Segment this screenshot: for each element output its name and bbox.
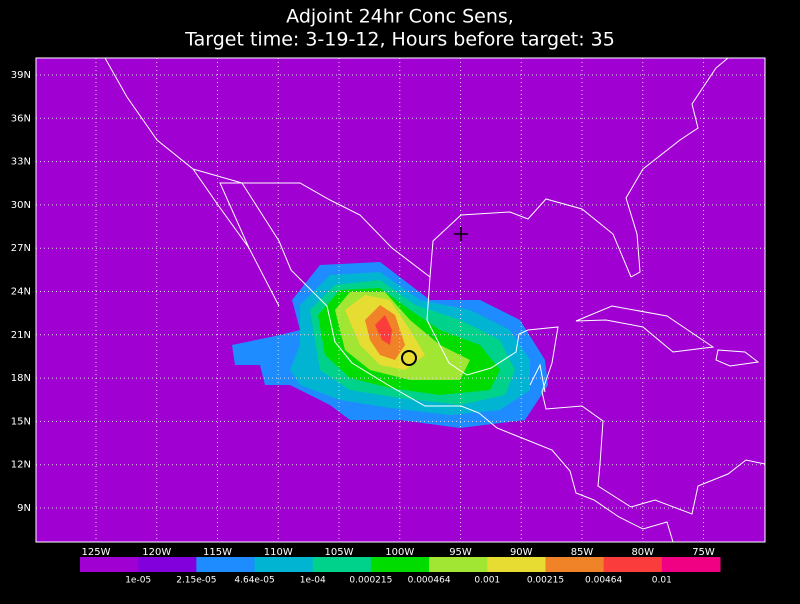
map-frame bbox=[35, 57, 766, 543]
colorbar-label: 0.000464 bbox=[408, 576, 451, 586]
lon-label: 110W bbox=[264, 547, 293, 558]
colorbar-swatch bbox=[545, 557, 605, 572]
colorbar-swatch bbox=[312, 557, 372, 572]
lat-label: 18N bbox=[11, 373, 31, 384]
lon-label: 85W bbox=[571, 547, 594, 558]
colorbar-swatch bbox=[138, 557, 197, 572]
lon-label: 90W bbox=[510, 547, 533, 558]
colorbar-label: 1e-04 bbox=[300, 576, 326, 586]
lon-label: 95W bbox=[449, 547, 472, 558]
colorbar-label: 1e-05 bbox=[125, 576, 151, 586]
lat-label: 39N bbox=[11, 70, 31, 81]
colorbar: 1e-05 2.15e-05 4.64e-05 1e-04 0.000215 0.0004… bbox=[80, 557, 721, 586]
colorbar-swatch bbox=[603, 557, 663, 572]
target-circle bbox=[401, 350, 417, 366]
border bbox=[529, 363, 546, 393]
contour-fill bbox=[375, 315, 392, 345]
title-line: Target time: 3-19-12, Hours before targe… bbox=[184, 29, 615, 51]
island bbox=[575, 305, 715, 353]
lat-label: 9N bbox=[17, 503, 31, 514]
colorbar-swatch bbox=[661, 557, 721, 572]
coastlines bbox=[104, 57, 766, 543]
coastline bbox=[104, 57, 674, 543]
title-line: Adjoint 24hr Conc Sens, bbox=[286, 6, 514, 28]
lon-label: 115W bbox=[203, 547, 232, 558]
coastline bbox=[426, 198, 766, 515]
colorbar-swatch bbox=[429, 557, 488, 572]
lon-label: 80W bbox=[631, 547, 654, 558]
grid bbox=[36, 58, 765, 542]
lon-label: 125W bbox=[82, 547, 111, 558]
cross-marker bbox=[454, 227, 468, 241]
colorbar-swatch bbox=[196, 557, 256, 572]
colorbar-label: 0.01 bbox=[652, 576, 672, 586]
lon-label: 120W bbox=[142, 547, 171, 558]
colorbar-label: 0.001 bbox=[474, 576, 500, 586]
colorbar-label: 0.000215 bbox=[349, 576, 392, 586]
lon-label: 100W bbox=[385, 547, 414, 558]
plume bbox=[232, 262, 548, 428]
colorbar-swatch bbox=[80, 557, 139, 572]
axis-labels: 39N 36N 33N 30N 27N 24N 21N 18N 15N 12N 9N 125W 120W… bbox=[11, 70, 715, 558]
colorbar-swatch bbox=[487, 557, 546, 572]
colorbar-swatch bbox=[254, 557, 314, 572]
colorbar-label: 4.64e-05 bbox=[234, 576, 274, 586]
lon-label: 75W bbox=[692, 547, 715, 558]
colorbar-label: 2.15e-05 bbox=[176, 576, 216, 586]
lat-label: 24N bbox=[11, 287, 31, 298]
lat-label: 12N bbox=[11, 460, 31, 471]
colorbar-swatch bbox=[370, 557, 430, 572]
lat-label: 36N bbox=[11, 113, 31, 124]
lat-label: 27N bbox=[11, 243, 31, 254]
lat-label: 30N bbox=[11, 200, 31, 211]
colorbar-label: 0.00215 bbox=[527, 576, 564, 586]
lon-label: 105W bbox=[325, 547, 354, 558]
lat-label: 21N bbox=[11, 330, 31, 341]
island bbox=[715, 349, 760, 367]
lat-label: 15N bbox=[11, 416, 31, 427]
border bbox=[192, 168, 431, 278]
lat-label: 33N bbox=[11, 157, 31, 168]
colorbar-label: 0.00464 bbox=[585, 576, 622, 586]
coastline bbox=[625, 57, 729, 278]
